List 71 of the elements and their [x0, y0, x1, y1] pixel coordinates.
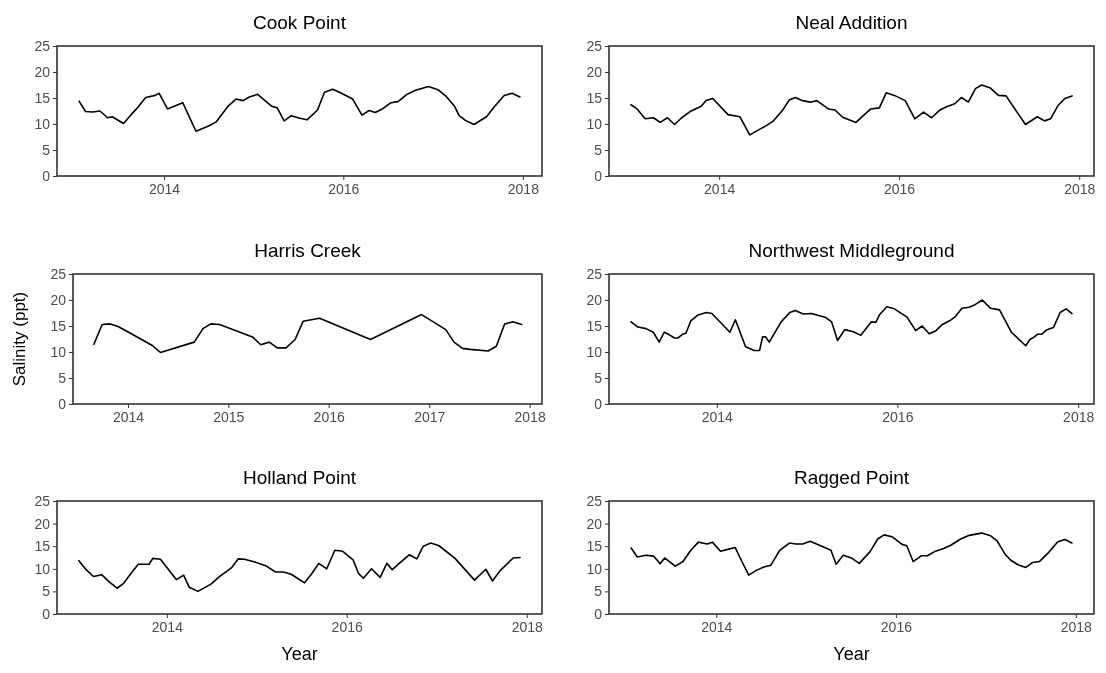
y-tick-label: 20 — [586, 515, 603, 532]
y-tick-label: 0 — [594, 605, 603, 622]
chart-title: Cook Point — [253, 12, 347, 33]
y-tick-label: 15 — [34, 89, 51, 106]
line-series — [78, 542, 521, 593]
y-tick-label: 10 — [586, 560, 603, 577]
x-tick-label: 2016 — [331, 618, 363, 635]
x-tick-label: 2018 — [1060, 618, 1093, 635]
y-tick-label: 0 — [594, 395, 603, 412]
x-tick-label: 2016 — [328, 180, 360, 197]
y-tick-label: 5 — [42, 583, 51, 600]
x-tick-label: 2016 — [883, 180, 916, 197]
y-tick-label: 15 — [50, 317, 67, 334]
y-tick-label: 20 — [34, 515, 51, 532]
y-tick-label: 5 — [594, 369, 603, 386]
y-tick-label: 20 — [50, 291, 67, 308]
x-tick-label: 2018 — [1064, 180, 1096, 197]
x-tick-label: 2018 — [1063, 408, 1095, 425]
y-tick-label: 15 — [586, 317, 603, 334]
x-tick-label: 2014 — [112, 408, 145, 425]
y-tick-label: 25 — [586, 265, 603, 282]
y-tick-label: 10 — [586, 115, 603, 132]
y-tick-label: 10 — [34, 560, 51, 577]
y-tick-label: 25 — [586, 492, 603, 509]
y-tick-label: 5 — [58, 369, 67, 386]
x-tick-label: 2014 — [701, 408, 734, 425]
line-series — [630, 299, 1073, 352]
y-tick-label: 15 — [34, 538, 51, 555]
x-tick-label: 2017 — [414, 408, 446, 425]
y-tick-label: 0 — [42, 167, 51, 184]
x-tick-label: 2016 — [880, 618, 913, 635]
chart-title: Holland Point — [242, 467, 357, 488]
line-series — [630, 532, 1073, 576]
x-tick-label: 2014 — [148, 180, 181, 197]
line-series — [78, 85, 521, 133]
y-tick-label: 5 — [594, 141, 603, 158]
chart-title: Northwest Middleground — [748, 240, 955, 261]
y-tick-label: 15 — [586, 538, 603, 555]
y-tick-label: 10 — [50, 343, 67, 360]
y-tick-label: 10 — [34, 115, 51, 132]
y-tick-label: 5 — [594, 583, 603, 600]
x-axis-title: Year — [281, 644, 318, 664]
x-tick-label: 2014 — [151, 618, 184, 635]
y-tick-label: 20 — [586, 291, 603, 308]
x-tick-label: 2014 — [704, 180, 736, 197]
y-tick-label: 15 — [586, 89, 603, 106]
y-tick-label: 0 — [58, 395, 67, 412]
y-tick-label: 20 — [586, 63, 603, 80]
x-tick-label: 2016 — [313, 408, 345, 425]
x-tick-label: 2018 — [511, 618, 544, 635]
y-tick-label: 5 — [42, 141, 51, 158]
y-axis-title: Salinity (ppt) — [10, 291, 29, 387]
y-tick-label: 20 — [34, 63, 51, 80]
y-tick-label: 25 — [586, 37, 603, 54]
y-tick-label: 25 — [34, 492, 51, 509]
x-axis-title: Year — [833, 644, 870, 664]
x-tick-label: 2016 — [882, 408, 914, 425]
line-series — [630, 84, 1073, 136]
chart-title: Ragged Point — [793, 467, 910, 488]
x-tick-label: 2018 — [507, 180, 540, 197]
line-series — [93, 313, 523, 354]
chart-title: Harris Creek — [254, 240, 362, 261]
y-tick-label: 0 — [594, 167, 603, 184]
y-tick-label: 10 — [586, 343, 603, 360]
y-tick-label: 25 — [50, 265, 67, 282]
x-tick-label: 2015 — [213, 408, 245, 425]
y-tick-label: 25 — [34, 37, 51, 54]
chart-title: Neal Addition — [795, 12, 908, 33]
x-tick-label: 2018 — [514, 408, 546, 425]
x-tick-label: 2014 — [701, 618, 733, 635]
y-tick-label: 0 — [42, 605, 51, 622]
